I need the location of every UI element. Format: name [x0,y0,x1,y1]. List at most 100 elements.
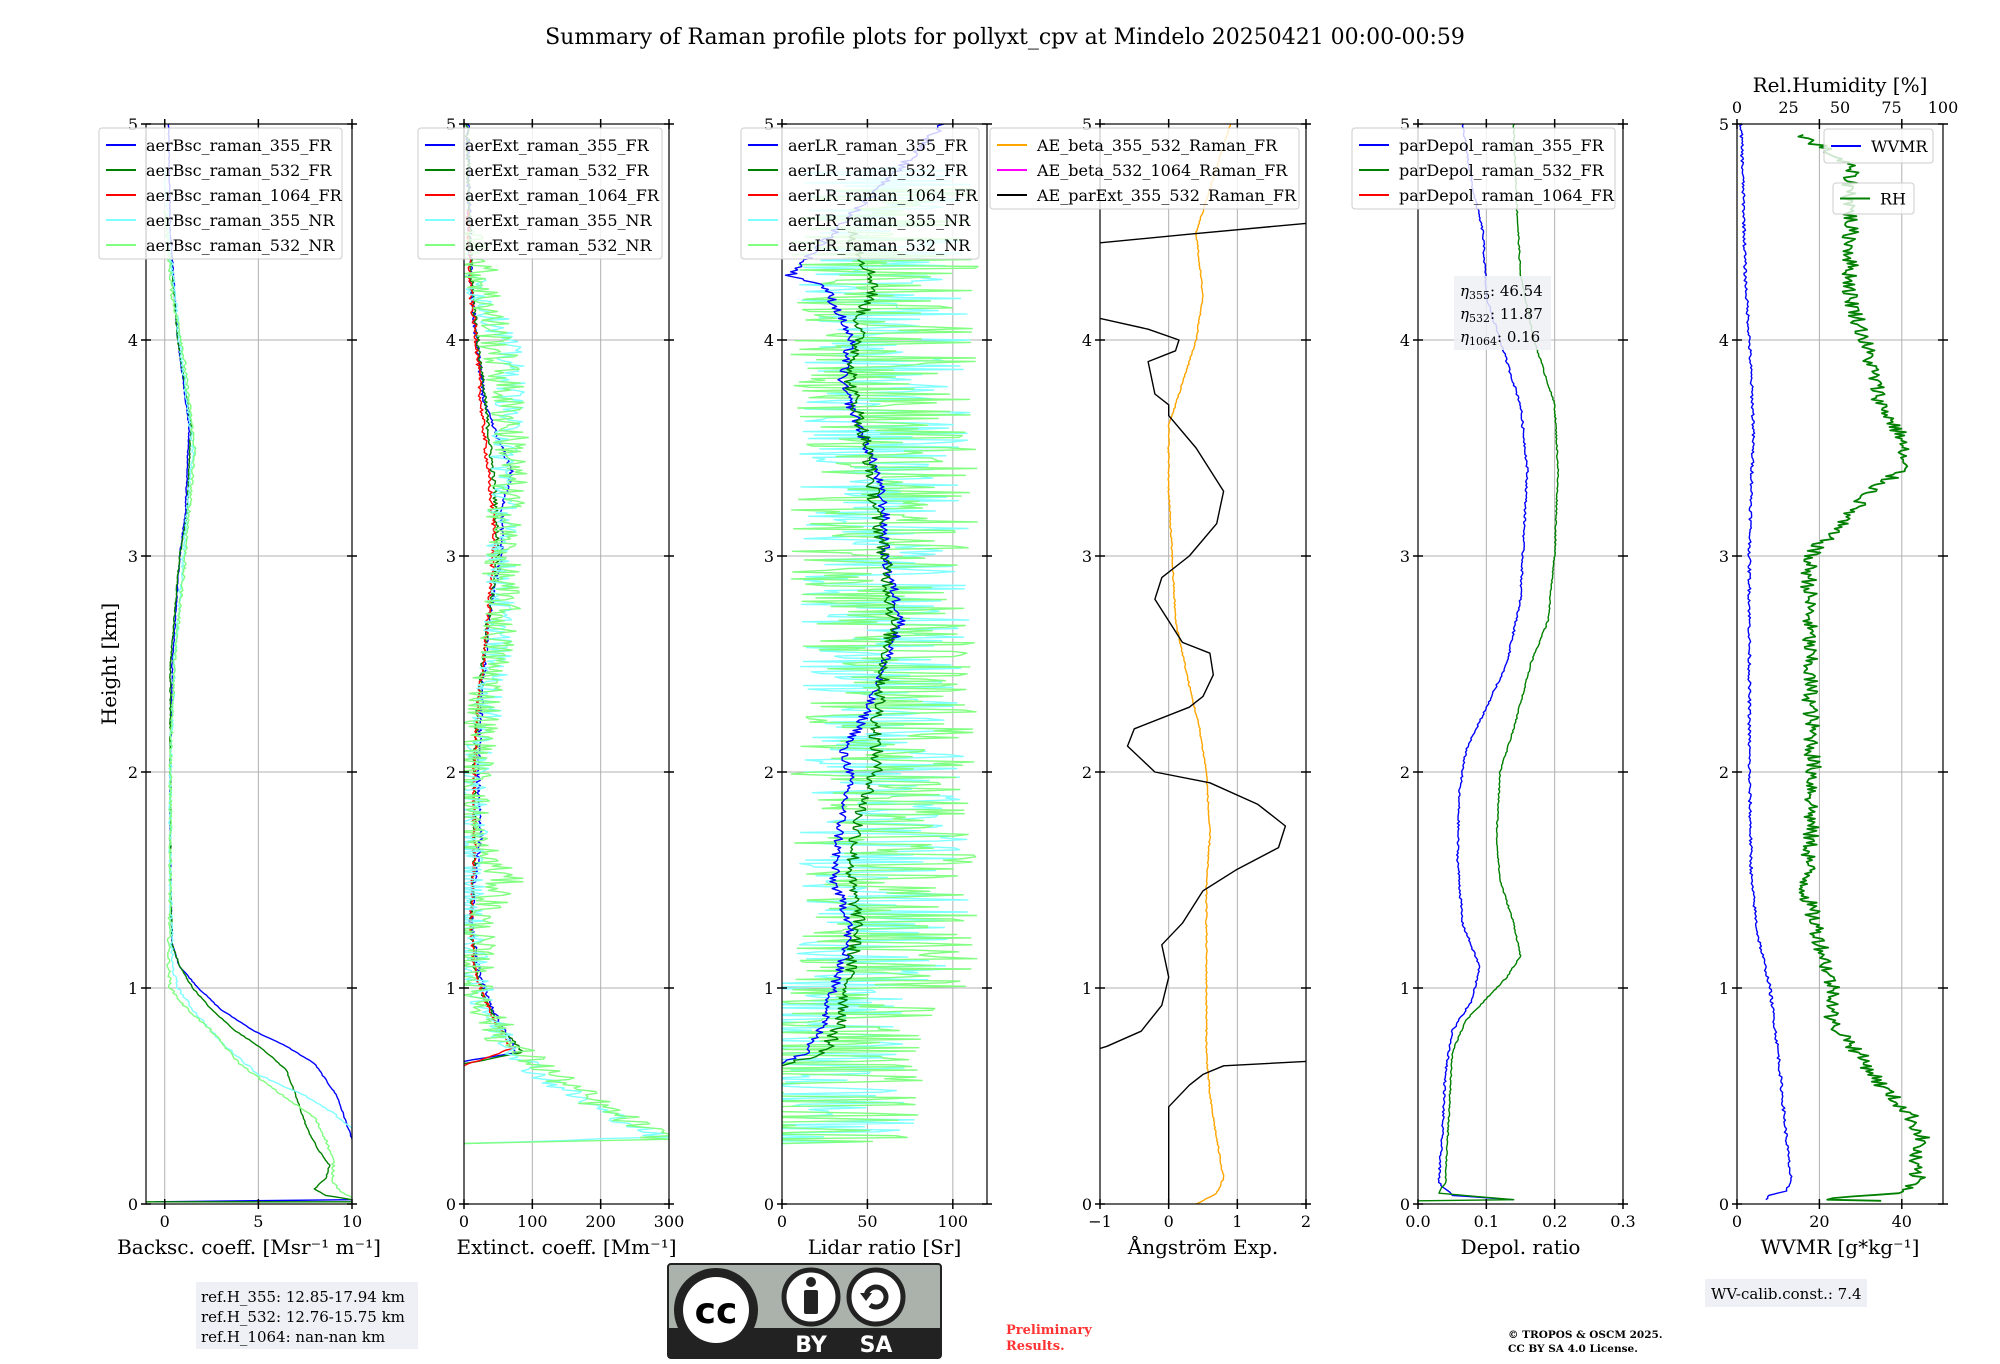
y-tick-label: 3 [128,547,138,566]
y-tick-label: 1 [1082,979,1092,998]
ref-height-532: ref.H_532: 12.76-15.75 km [201,1308,405,1326]
series-line-aerExt_raman_532_NR [464,231,669,1145]
eta-sub: 355 [1469,289,1490,302]
x-tick-label: 50 [857,1212,877,1231]
x-tick-label: 1 [1232,1212,1242,1231]
y-tick-label: 4 [764,331,774,350]
x-tick-label: 0.3 [1610,1212,1635,1231]
series-line-aerExt_raman_532_FR [464,124,524,1065]
eta-symbol: η [1460,305,1469,323]
top-x-tick-label: 50 [1830,98,1850,117]
top-x-tick-label: 0 [1732,98,1742,117]
legend-label: AE_beta_355_532_Raman_FR [1036,136,1278,155]
series-line-WVMR [1739,124,1793,1201]
x-axis-label: Ångström Exp. [1127,1234,1278,1259]
series-line-aerLR_raman_532_FR [782,231,900,1067]
legend: aerExt_raman_355_FR aerExt_raman_532_FRae… [417,127,663,260]
y-tick-label: 5 [1082,115,1092,134]
preliminary-results-note: Preliminary Results. [1006,1323,1096,1354]
y-tick-label: 5 [446,115,456,134]
y-tick-label: 0 [1719,1195,1729,1214]
top-x-tick-label: 25 [1778,98,1798,117]
y-tick-label: 1 [1719,979,1729,998]
sa-share-icon [846,1267,906,1327]
y-tick-label: 2 [128,763,138,782]
legend-RH: RH [1832,182,1915,215]
eta-value: : 11.87 [1490,305,1543,323]
legend-label: aerLR_raman_355_NR [788,211,971,230]
series-lines [1100,124,1306,1204]
legend-label: AE_beta_532_1064_Raman_FR [1036,161,1288,180]
legend-label: RH [1880,190,1906,209]
wv-calibration-box: WV-calib.const.: 7.4 [1705,1279,1867,1307]
legend-label: aerBsc_raman_1064_FR [146,186,343,205]
series-line-AE_beta_355_532_Raman_FR [1167,124,1232,1204]
series-line-AE_parExt_355_532_Raman_FR [1100,317,1287,1050]
panel-2: 0 1 2 3 4 5 0 100 200 300 Extinct. coeff. [Mm⁻¹] ae… [417,115,685,1259]
y-tick-label: 0 [1400,1195,1410,1214]
legend: aerBsc_raman_355_FR aerBsc_raman_532_FRae… [98,127,343,260]
legend-label: aerBsc_raman_532_FR [146,161,332,180]
series-lines [782,124,979,1145]
x-axis-label: Depol. ratio [1461,1235,1581,1259]
x-axis-label: WVMR [g*kg⁻¹] [1761,1235,1920,1259]
x-tick-label: 0.2 [1542,1212,1567,1231]
legend: aerLR_raman_355_FR aerLR_raman_532_FR aerL… [740,127,980,260]
y-tick-label: 1 [1400,979,1410,998]
y-tick-label: 4 [1719,331,1729,350]
x-tick-label: 300 [654,1212,685,1231]
legend-label: aerBsc_raman_532_NR [146,236,335,255]
legend-label: parDepol_raman_532_FR [1399,161,1605,180]
axes-frame [145,123,353,1205]
legend-label: aerBsc_raman_355_NR [146,211,335,230]
series-lines [464,124,669,1145]
legend-label: aerLR_raman_532_NR [788,236,971,255]
top-x-tick-label: 100 [1928,98,1959,117]
legend-label: AE_parExt_355_532_Raman_FR [1036,186,1297,205]
x-tick-label: 0.0 [1405,1212,1430,1231]
legend-label: aerExt_raman_1064_FR [465,186,660,205]
series-lines [1739,124,1931,1202]
y-tick-label: 2 [1719,763,1729,782]
y-tick-label: 0 [1082,1195,1092,1214]
x-tick-label: 0.1 [1474,1212,1499,1231]
series-line-AE_parExt_355_532_Raman_FR [1167,1060,1306,1204]
eta-value: : 46.54 [1490,282,1543,300]
y-tick-label: 0 [128,1195,138,1214]
y-tick-label: 5 [1400,115,1410,134]
axes-frame [781,123,988,1205]
svg-text:η355: 46.54: η355: 46.54 [1460,282,1543,302]
copyright-note: © TROPOS & OSCM 2025. CC BY SA 4.0 Licen… [1508,1329,1666,1355]
x-tick-label: 0 [1732,1212,1742,1231]
series-line-aerBsc_raman_355_FR [167,124,352,1140]
y-tick-label: 2 [764,763,774,782]
y-tick-label: 4 [1400,331,1410,350]
y-tick-label: 5 [1719,115,1729,134]
top-x-axis-label: Rel.Humidity [%] [1753,73,1928,97]
legend-label: aerLR_raman_355_FR [788,136,968,155]
legend-label: aerLR_raman_1064_FR [788,186,978,205]
axes-frame [1099,123,1307,1205]
legend-label: aerExt_raman_355_FR [465,136,650,155]
y-tick-label: 1 [764,979,774,998]
y-tick-label: 2 [1400,763,1410,782]
series-line-aerLR_raman_355_FR [782,124,945,1065]
legend: parDepol_raman_355_FR parDepol_raman_532_… [1351,127,1616,210]
y-tick-label: 5 [764,115,774,134]
eta-annotation: η355: 46.54 η532: 11.87 η1064: 0.16 [1454,276,1551,350]
figure-title: Summary of Raman profile plots for polly… [545,25,1465,50]
x-tick-label: 0 [160,1212,170,1231]
y-tick-label: 3 [1719,547,1729,566]
eta-symbol: η [1460,282,1469,300]
axes-frame [463,123,670,1205]
series-line-aerBsc_raman_532_NR [163,210,352,1199]
legend-label: aerBsc_raman_355_FR [146,136,332,155]
y-tick-label: 3 [1082,547,1092,566]
series-lines [146,124,352,1203]
top-x-tick-label: 75 [1881,98,1901,117]
x-tick-label: 2 [1301,1212,1311,1231]
x-tick-label: 20 [1809,1212,1829,1231]
y-axis-label: Height [km] [97,603,121,725]
series-line-aerBsc_raman_532_FR [169,253,352,1201]
